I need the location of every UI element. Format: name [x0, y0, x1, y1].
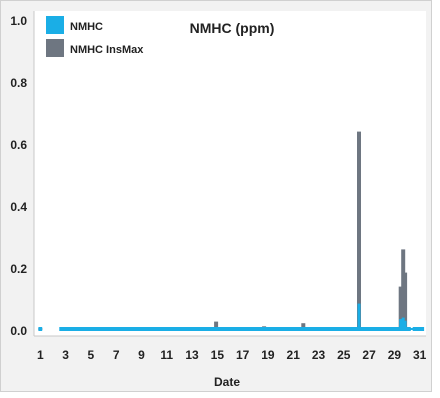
bar-nmhc	[403, 320, 407, 330]
legend-swatch-nmhc	[46, 16, 64, 34]
legend[interactable]: NMHC NMHC InsMax	[46, 16, 144, 57]
x-axis-ticks: 1 3 5 7 9 11 13 15 17 19 21 23 25 27 29 31	[37, 348, 427, 362]
bar-nmhc-insmax	[357, 131, 361, 330]
y-tick-label: 0.4	[10, 200, 27, 214]
y-tick-label: 0.6	[10, 138, 27, 152]
x-tick-label: 15	[211, 348, 225, 362]
x-tick-label: 13	[185, 348, 199, 362]
x-tick-label: 9	[138, 348, 145, 362]
x-tick-label: 1	[37, 348, 44, 362]
x-tick-label: 21	[287, 348, 301, 362]
y-tick-label: 1.0	[10, 14, 27, 28]
y-tick-label: 0.0	[10, 324, 27, 338]
x-tick-label: 19	[261, 348, 275, 362]
x-tick-label: 23	[312, 348, 326, 362]
bar-nmhc-insmax	[301, 323, 306, 330]
x-tick-label: 27	[362, 348, 376, 362]
x-tick-label: 29	[388, 348, 402, 362]
x-tick-label: 11	[160, 348, 173, 362]
y-axis-ticks: 0.0 0.2 0.4 0.6 0.8 1.0	[10, 14, 27, 338]
nmhc-baseline	[38, 327, 43, 331]
bar-nmhc-insmax	[403, 272, 408, 330]
bar-nmhc	[410, 328, 414, 330]
x-tick-label: 31	[413, 348, 427, 362]
chart-title: NMHC (ppm)	[190, 20, 275, 36]
legend-swatch-nmhc-insmax	[46, 39, 64, 57]
bar-nmhc	[357, 303, 361, 330]
x-tick-label: 3	[62, 348, 69, 362]
x-tick-label: 7	[113, 348, 120, 362]
y-tick-label: 0.2	[10, 262, 27, 276]
bar-nmhc-insmax	[398, 286, 403, 330]
nmhc-baseline-segments	[38, 327, 425, 331]
y-tick-label: 0.8	[10, 76, 27, 90]
x-tick-label: 25	[337, 348, 351, 362]
x-axis-title: Date	[214, 375, 240, 389]
bar-nmhc	[401, 317, 405, 330]
bar-nmhc-insmax	[214, 321, 219, 330]
legend-label-nmhc: NMHC	[70, 21, 103, 33]
plot-area	[34, 11, 426, 336]
nmhc-baseline	[412, 327, 425, 331]
x-tick-label: 17	[236, 348, 250, 362]
bar-nmhc	[399, 319, 403, 330]
x-tick-label: 5	[88, 348, 95, 362]
nmhc-baseline	[59, 327, 411, 331]
legend-label-nmhc-insmax: NMHC InsMax	[70, 44, 144, 56]
